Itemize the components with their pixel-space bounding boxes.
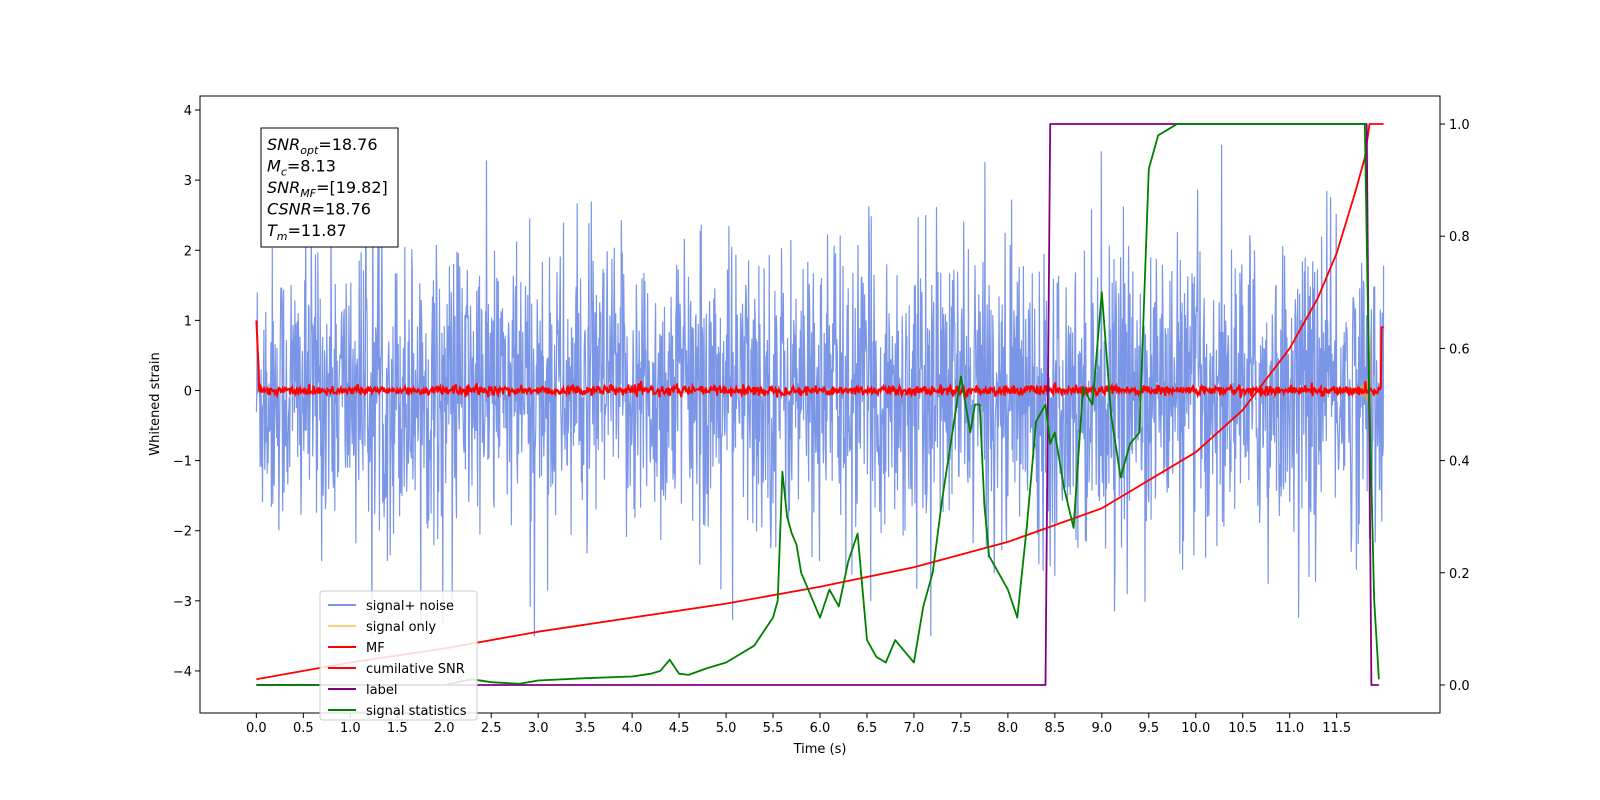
x-tick-label: 9.5 (1138, 721, 1159, 736)
y2-tick-label: 0.6 (1449, 342, 1470, 357)
series-mf (255, 320, 1384, 399)
x-tick-label: 2.5 (481, 721, 502, 736)
x-tick-label: 8.0 (998, 721, 1019, 736)
x-tick-label: 11.0 (1275, 721, 1304, 736)
legend-label: label (366, 683, 397, 698)
annotation-box: SNRopt=18.76Mc=8.13SNRMF=[19.82]CSNR=18.… (260, 127, 399, 248)
legend-label: cumilative SNR (366, 662, 465, 677)
x-tick-label: 0.0 (246, 721, 267, 736)
annotation-line: Mc=8.13 (267, 157, 336, 179)
y-tick-label: 4 (184, 104, 192, 119)
x-tick-label: 11.5 (1322, 721, 1351, 736)
axes-layer: 0.0 0.5 1.0 1.5 2.0 2.5 3.0 3.5 4.0 4.5 5.0 5.5 6.0 6… (173, 104, 1470, 736)
series-signal-statistics (256, 123, 1380, 686)
x-tick-label: 8.5 (1045, 721, 1066, 736)
y-tick-label: 3 (184, 174, 192, 189)
x-tick-label: 10.5 (1228, 721, 1257, 736)
y2-tick-label: 0.2 (1449, 567, 1470, 582)
x-tick-label: 5.5 (763, 721, 784, 736)
x-tick-label: 4.5 (669, 721, 690, 736)
x-tick-label: 7.5 (951, 721, 972, 736)
legend-label: signal+ noise (366, 599, 454, 614)
series-cumulative-snr (256, 123, 1384, 681)
legend-label: MF (366, 641, 385, 656)
y-tick-label: −1 (173, 455, 192, 470)
y2-tick-label: 0.4 (1449, 455, 1470, 470)
y2-tick-label: 1.0 (1449, 118, 1470, 133)
annotation-line: SNRopt=18.76 (267, 135, 378, 157)
legend: signal+ noise signal only MF cumilative SNR… (319, 590, 478, 721)
x-tick-label: 10.0 (1181, 721, 1210, 736)
series-layer (255, 123, 1385, 686)
y-tick-label: 1 (184, 314, 192, 329)
y-tick-label: 2 (184, 244, 192, 259)
x-tick-label: 1.5 (387, 721, 408, 736)
y2-tick-label: 0.8 (1449, 230, 1470, 245)
x-tick-label: 4.0 (622, 721, 643, 736)
x-tick-label: 3.0 (528, 721, 549, 736)
x-tick-label: 2.0 (434, 721, 455, 736)
x-axis-label: Time (s) (793, 742, 847, 757)
x-tick-label: 1.0 (340, 721, 361, 736)
y2-tick-label: 0.0 (1449, 679, 1470, 694)
series-signal-noise (255, 144, 1385, 637)
y-tick-label: 0 (184, 384, 192, 399)
annotation-line: SNRMF=[19.82] (267, 178, 388, 200)
x-tick-label: 6.5 (857, 721, 878, 736)
x-tick-label: 6.0 (810, 721, 831, 736)
annotation-line: CSNR=18.76 (267, 200, 371, 219)
y-tick-label: −4 (173, 665, 192, 680)
y-axis-label: Whitened strain (148, 352, 163, 455)
y-tick-label: −2 (173, 525, 192, 540)
x-tick-label: 0.5 (293, 721, 314, 736)
y-tick-label: −3 (173, 595, 192, 610)
legend-label: signal statistics (366, 704, 467, 719)
x-tick-label: 9.0 (1091, 721, 1112, 736)
legend-label: signal only (366, 620, 436, 635)
x-tick-label: 7.0 (904, 721, 925, 736)
x-tick-label: 5.0 (716, 721, 737, 736)
annotation-line: Tm=11.87 (267, 221, 347, 243)
x-tick-label: 3.5 (575, 721, 596, 736)
